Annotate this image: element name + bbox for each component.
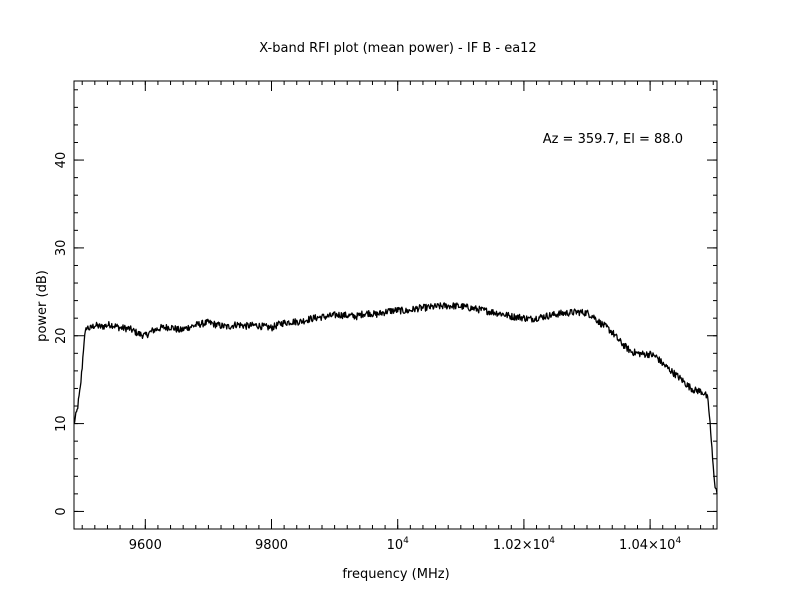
y-tick-label: 20: [54, 327, 69, 344]
x-tick-label: 1.02×104: [493, 536, 555, 553]
y-tick-label: 40: [54, 152, 69, 169]
chart-annotation: Az = 359.7, El = 88.0: [543, 132, 683, 147]
y-tick-label: 10: [54, 415, 69, 432]
x-tick-exponent: 4: [675, 536, 681, 546]
x-tick-exponent: 4: [403, 536, 409, 546]
x-tick-exponent: 4: [549, 536, 555, 546]
x-tick-label: 9600: [129, 538, 162, 553]
y-axis-label: power (dB): [35, 270, 50, 342]
x-tick-label: 9800: [255, 538, 288, 553]
plot-frame: [73, 80, 718, 530]
x-axis-label: frequency (MHz): [342, 567, 449, 582]
x-tick-label: 1.04×104: [619, 536, 681, 553]
y-tick-label: 30: [54, 240, 69, 257]
x-tick-label: 104: [387, 536, 410, 553]
series-layer: [73, 302, 718, 494]
axes: 9600 9800 104 1.02×104 1.04×104 0 10 20 30 40: [54, 80, 718, 553]
power-spectrum-line: [73, 302, 718, 494]
chart-title: X-band RFI plot (mean power) - IF B - ea…: [259, 41, 536, 56]
y-tick-label: 0: [54, 507, 69, 515]
